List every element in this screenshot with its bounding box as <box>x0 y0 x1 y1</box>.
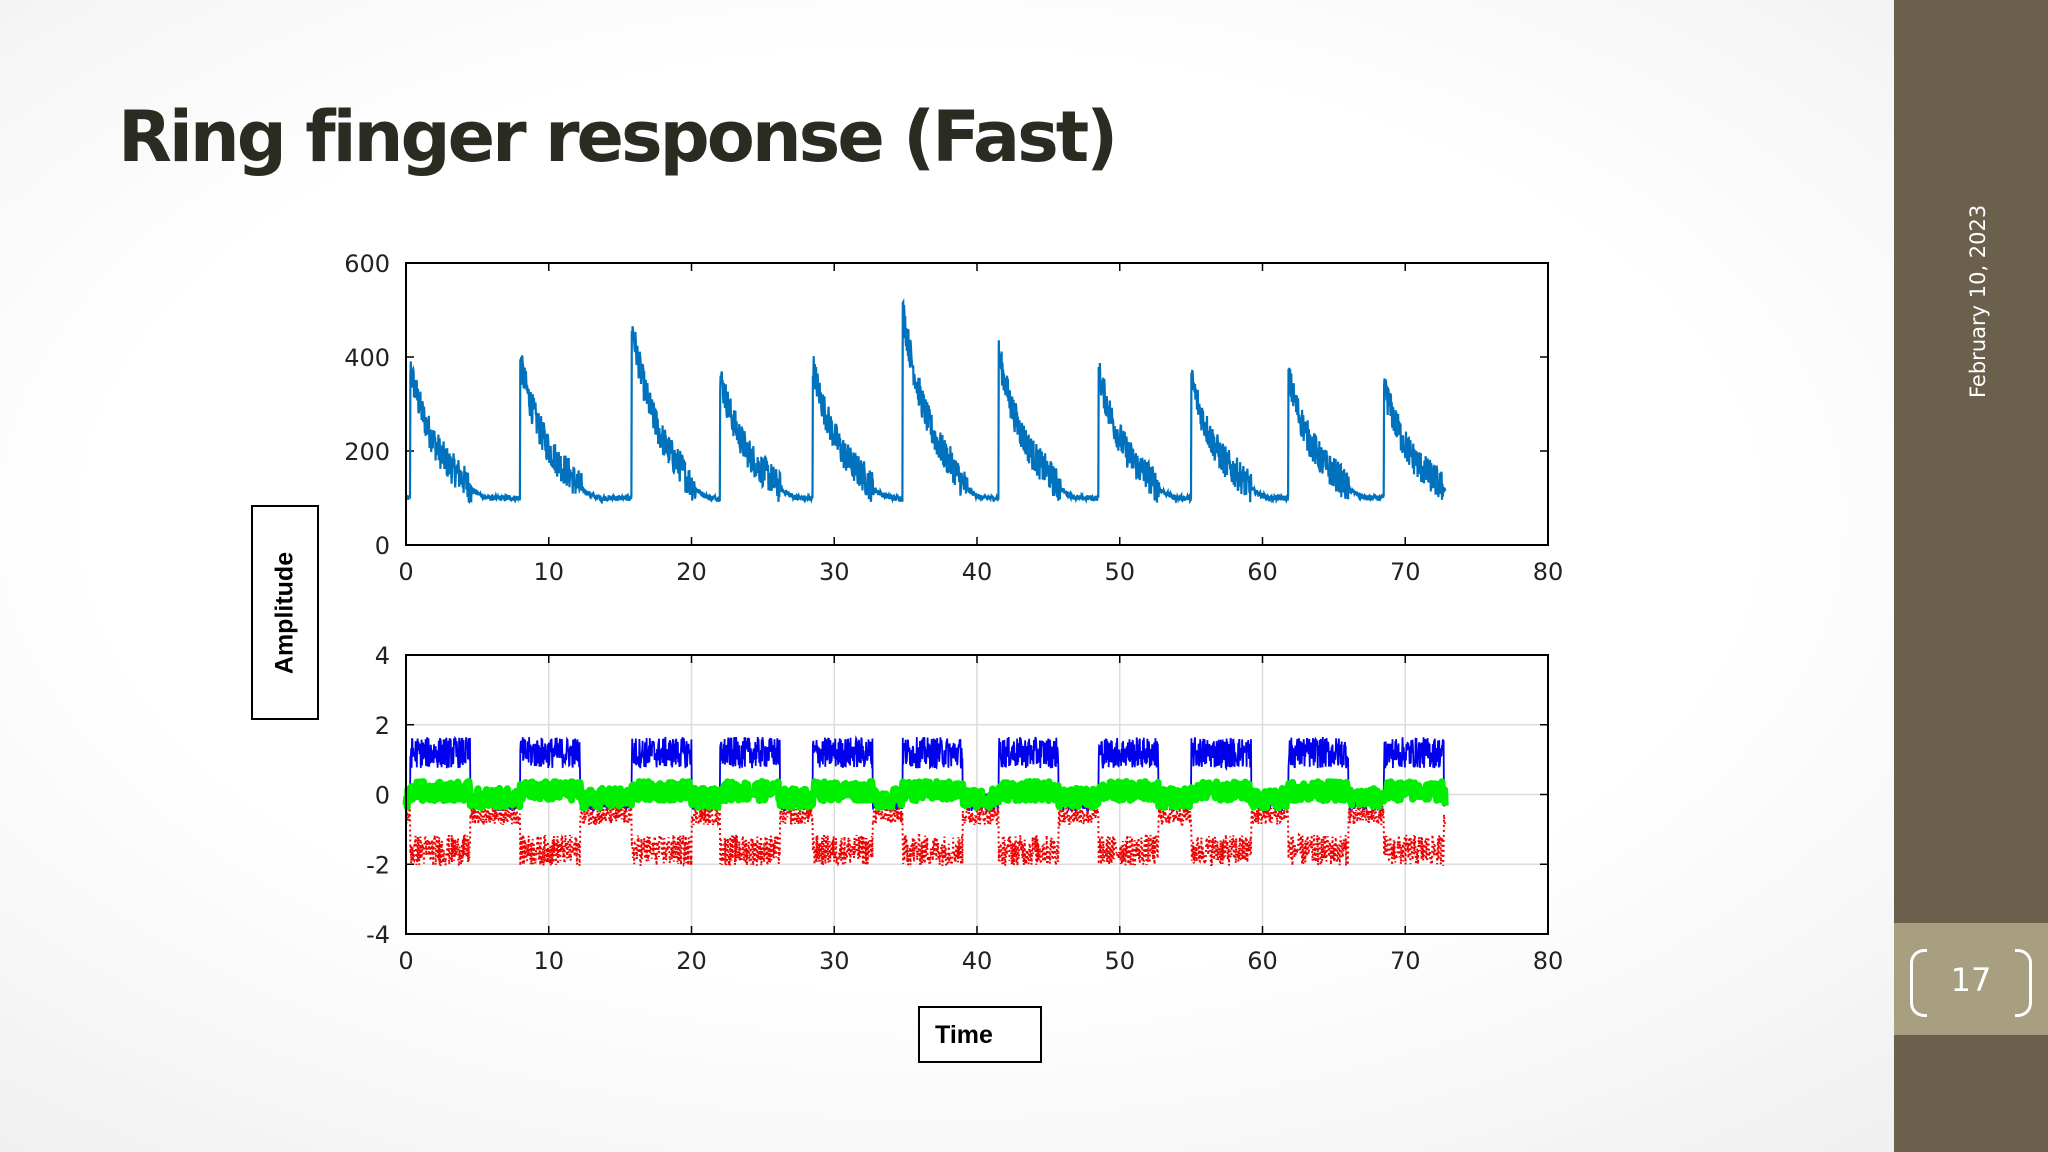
y-tick-label: 600 <box>344 250 390 278</box>
x-tick-label: 20 <box>676 947 707 975</box>
x-tick-label: 80 <box>1533 947 1564 975</box>
x-tick-label: 50 <box>1104 947 1135 975</box>
right-bracket-icon <box>2015 949 2032 1017</box>
x-tick-label: 20 <box>676 558 707 586</box>
plot-area <box>406 263 1548 545</box>
y-tick-label: 0 <box>375 532 390 560</box>
y-tick-label: 0 <box>375 782 390 810</box>
x-tick-label: 80 <box>1533 558 1564 586</box>
series-line <box>404 298 1447 505</box>
y-axis-label: Amplitude <box>270 551 299 674</box>
y-tick-label: 200 <box>344 438 390 466</box>
x-tick-label: 0 <box>398 558 413 586</box>
x-tick-label: 30 <box>819 558 850 586</box>
x-tick-label: 50 <box>1104 558 1135 586</box>
x-tick-label: 30 <box>819 947 850 975</box>
plot-frame <box>405 654 1549 935</box>
y-tick-label: 4 <box>375 642 390 670</box>
x-axis-label-box: Time <box>918 1006 1042 1063</box>
slide-date: February 10, 2023 <box>1966 204 1990 398</box>
x-tick-label: 60 <box>1247 947 1278 975</box>
y-tick-label: -4 <box>366 921 390 949</box>
x-tick-label: 10 <box>533 558 564 586</box>
top-plot: 0 10 20 30 40 50 60 70 80 0 200 400 600 <box>344 250 1563 586</box>
slide-title: Ring finger response (Fast) <box>118 96 1118 178</box>
x-tick-label: 0 <box>398 947 413 975</box>
x-tick-label: 40 <box>962 558 993 586</box>
left-bracket-icon <box>1910 949 1927 1017</box>
y-axis-label-box: Amplitude <box>251 505 319 720</box>
bottom-plot: 0 10 20 30 40 50 60 70 80 -4 -2 0 2 4 <box>366 642 1563 975</box>
series-line <box>402 778 1449 812</box>
y-tick-label: -2 <box>366 851 390 879</box>
y-tick-label: 400 <box>344 344 390 372</box>
page-number-box: 17 <box>1894 923 2048 1035</box>
x-tick-label: 10 <box>533 947 564 975</box>
series-line <box>405 803 1447 868</box>
page-number: 17 <box>1950 961 1992 999</box>
x-tick-label: 70 <box>1390 947 1421 975</box>
x-tick-label: 60 <box>1247 558 1278 586</box>
x-tick-label: 70 <box>1390 558 1421 586</box>
x-tick-label: 40 <box>962 947 993 975</box>
plot-frame <box>405 262 1549 546</box>
y-tick-label: 2 <box>375 712 390 740</box>
x-axis-label: Time <box>935 1021 993 1049</box>
